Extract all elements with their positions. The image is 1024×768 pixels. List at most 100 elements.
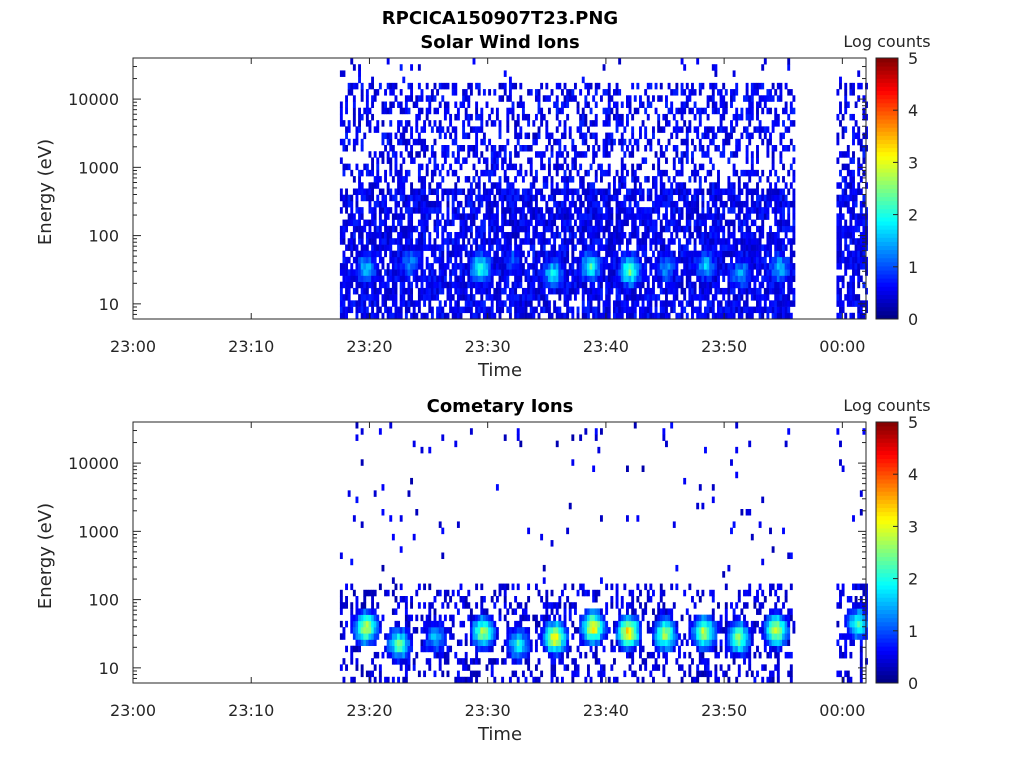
spectrogram-cell xyxy=(399,244,403,251)
spectrogram-cell xyxy=(469,82,473,90)
spectrogram-cell xyxy=(602,107,606,115)
spectrogram-cell xyxy=(704,269,707,276)
spectrogram-cell xyxy=(626,95,629,102)
spectrogram-cell xyxy=(373,250,377,258)
spectrogram-cell xyxy=(345,132,348,140)
spectrogram-cell xyxy=(584,101,588,109)
spectrogram-cell xyxy=(436,645,440,653)
spectrogram-cell xyxy=(394,281,398,289)
spectrogram-cell xyxy=(719,306,723,314)
spectrogram-cell xyxy=(516,188,520,196)
spectrogram-cell xyxy=(771,306,775,314)
spectrogram-cell xyxy=(477,176,481,183)
spectrogram-cell xyxy=(423,207,427,214)
spectrogram-cell xyxy=(711,225,715,233)
spectrogram-cell xyxy=(415,244,419,251)
spectrogram-cell xyxy=(430,126,434,133)
spectrogram-cell xyxy=(750,157,754,164)
spectrogram-cell xyxy=(607,89,611,96)
spectrogram-cell xyxy=(386,138,390,146)
spectrogram-cell xyxy=(464,281,468,289)
spectrogram-cell xyxy=(540,82,544,90)
spectrogram-cell xyxy=(839,250,842,258)
spectrogram-cell xyxy=(397,256,401,264)
spectrogram-cell xyxy=(425,200,429,208)
spectrogram-cell xyxy=(599,281,603,289)
colorbar-tick-label: 2 xyxy=(908,206,918,225)
spectrogram-cell xyxy=(493,145,497,152)
spectrogram-cell xyxy=(477,244,481,251)
spectrogram-cell xyxy=(857,182,861,189)
spectrogram-cell xyxy=(779,281,783,289)
spectrogram-cell xyxy=(352,620,356,628)
spectrogram-cell xyxy=(373,639,377,647)
spectrogram-cell xyxy=(618,207,622,214)
spectrogram-cell xyxy=(633,250,637,258)
spectrogram-cell xyxy=(782,287,785,295)
spectrogram-cell xyxy=(446,188,450,196)
spectrogram-cell xyxy=(758,256,762,264)
spectrogram-cell xyxy=(701,194,705,202)
spectrogram-cell xyxy=(371,194,375,202)
spectrogram-cell xyxy=(667,250,671,258)
spectrogram-cell xyxy=(454,676,458,684)
spectrogram-cell xyxy=(553,194,557,202)
spectrogram-cell xyxy=(563,238,567,245)
spectrogram-cell xyxy=(384,232,388,239)
spectrogram-cell xyxy=(724,269,728,276)
spectrogram-cell xyxy=(412,312,416,320)
spectrogram-cell xyxy=(480,645,484,653)
spectrogram-cell xyxy=(467,294,471,301)
spectrogram-cell xyxy=(730,256,733,264)
spectrogram-cell xyxy=(428,107,432,115)
spectrogram-cell xyxy=(558,287,562,295)
spectrogram-cell xyxy=(628,281,632,289)
spectrogram-cell xyxy=(438,120,442,127)
spectrogram-cell xyxy=(415,281,419,289)
spectrogram-cell xyxy=(477,300,481,307)
spectrogram-cell xyxy=(714,182,718,189)
spectrogram-cell xyxy=(657,157,661,164)
spectrogram-cell xyxy=(555,250,559,258)
spectrogram-cell xyxy=(589,219,593,227)
spectrogram-cell xyxy=(498,300,502,307)
spectrogram-cell xyxy=(636,213,640,220)
spectrogram-cell xyxy=(680,101,684,109)
spectrogram-cell xyxy=(685,256,689,264)
spectrogram-cell xyxy=(698,107,702,115)
spectrogram-cell xyxy=(516,113,520,121)
spectrogram-cell xyxy=(542,176,546,183)
spectrogram-cell xyxy=(743,200,746,208)
spectrogram-cell xyxy=(358,207,361,214)
spectrogram-cell xyxy=(475,620,479,628)
spectrogram-cell xyxy=(698,225,702,233)
spectrogram-cell xyxy=(555,269,559,276)
spectrogram-cell xyxy=(506,95,510,102)
spectrogram-cell xyxy=(407,300,411,307)
spectrogram-cell xyxy=(586,194,590,202)
spectrogram-cell xyxy=(615,120,619,127)
spectrogram-cell xyxy=(724,300,728,307)
spectrogram-cell xyxy=(774,200,778,208)
spectrogram-cell xyxy=(451,126,455,133)
spectrogram-cell xyxy=(592,281,596,289)
spectrogram-cell xyxy=(365,670,369,678)
spectrogram-cell xyxy=(610,145,614,152)
spectrogram-cell xyxy=(558,281,562,289)
spectrogram-cell xyxy=(844,194,848,202)
spectrogram-cell xyxy=(498,126,502,133)
spectrogram-cell xyxy=(399,219,403,227)
spectrogram-cell xyxy=(852,126,855,133)
spectrogram-cell xyxy=(540,275,544,283)
spectrogram-cell xyxy=(724,238,728,245)
spectrogram-cell xyxy=(430,145,434,152)
spectrogram-cell xyxy=(423,300,427,307)
spectrogram-cell xyxy=(854,294,858,301)
spectrogram-cell xyxy=(776,287,780,295)
spectrogram-cell xyxy=(363,589,367,597)
spectrogram-cell xyxy=(680,157,684,164)
spectrogram-cell xyxy=(352,589,356,597)
spectrogram-cell xyxy=(508,188,512,196)
spectrogram-cell xyxy=(428,627,432,634)
spectrogram-cell xyxy=(485,269,489,276)
